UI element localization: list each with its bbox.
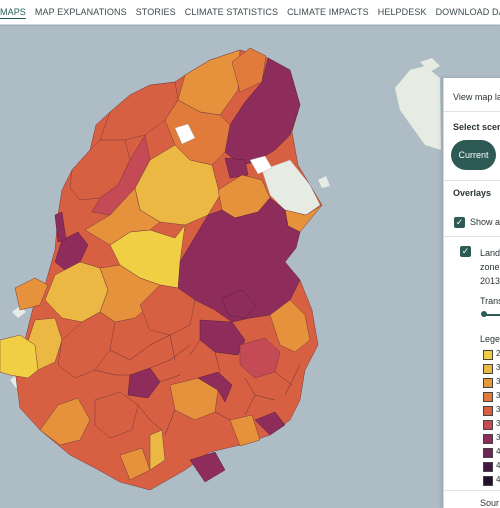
region-east-small-purple bbox=[224, 157, 249, 179]
region-southeast-purple bbox=[254, 411, 286, 436]
nav-helpdesk[interactable]: HELPDESK bbox=[377, 7, 427, 17]
nav-stories[interactable]: STORIES bbox=[135, 7, 176, 17]
divider bbox=[444, 490, 500, 491]
legend-label: 36 bbox=[496, 419, 500, 428]
nav-climate-statistics[interactable]: CLIMATE STATISTICS bbox=[184, 7, 279, 17]
legend-swatch bbox=[483, 448, 493, 458]
nav-climate-impacts[interactable]: CLIMATE IMPACTS bbox=[287, 7, 369, 17]
region-white-north bbox=[174, 123, 196, 145]
district-borders bbox=[94, 334, 301, 436]
layer-name-line2: zone bbox=[480, 262, 500, 272]
legend-label: 40 bbox=[496, 447, 500, 456]
island-small-east bbox=[318, 176, 330, 188]
layers-panel: View map la Select scena Current Overlay… bbox=[443, 78, 500, 508]
divider bbox=[444, 180, 500, 181]
transparency-slider[interactable] bbox=[483, 314, 500, 316]
region-north-center bbox=[164, 99, 231, 166]
divider bbox=[444, 111, 500, 112]
region-south-purple-3 bbox=[221, 289, 257, 319]
region-south-purple-4 bbox=[197, 371, 233, 403]
region-south-orange-3 bbox=[119, 447, 151, 481]
nav-maps[interactable]: MAPS bbox=[0, 7, 26, 17]
transparency-slider-handle[interactable] bbox=[481, 311, 487, 317]
legend-label: 38 bbox=[496, 433, 500, 442]
region-southwest-orange bbox=[39, 397, 91, 446]
legend-swatch bbox=[483, 350, 493, 360]
layer-name-line3: 2013 bbox=[480, 276, 500, 286]
region-south-purple-5 bbox=[189, 451, 226, 483]
legend-label: 44 bbox=[496, 475, 500, 484]
region-east-grey-coast bbox=[261, 159, 321, 216]
legend-swatch bbox=[483, 378, 493, 388]
region-west-peninsula-orange bbox=[14, 277, 49, 311]
region-south-red-2 bbox=[94, 391, 139, 439]
island-small-north bbox=[420, 58, 440, 72]
overlays-heading: Overlays bbox=[453, 188, 492, 198]
region-southeast-orange bbox=[269, 299, 311, 353]
region-white-east bbox=[249, 155, 273, 175]
nav-map-explanations[interactable]: MAP EXPLANATIONS bbox=[34, 7, 127, 17]
legend-swatch bbox=[483, 420, 493, 430]
legend-swatch bbox=[483, 434, 493, 444]
legend-label: 36 bbox=[496, 405, 500, 414]
region-central-purple bbox=[177, 197, 301, 323]
view-map-layers-link[interactable]: View map la bbox=[453, 92, 500, 102]
show-all-label: Show al bbox=[470, 217, 500, 227]
show-all-checkbox[interactable]: ✓ bbox=[454, 217, 465, 228]
legend-swatch bbox=[483, 406, 493, 416]
legend-swatch bbox=[483, 462, 493, 472]
legend-label: 34 bbox=[496, 391, 500, 400]
region-west-coast-strip bbox=[54, 211, 67, 243]
legend-label: 32 bbox=[496, 377, 500, 386]
region-north-peak bbox=[231, 47, 267, 93]
legend-label: 28 bbox=[496, 349, 500, 358]
legend-heading: Lege bbox=[480, 334, 500, 344]
legend-swatch bbox=[483, 364, 493, 374]
current-button-label: Current bbox=[458, 150, 489, 160]
region-west-peninsula-yellow bbox=[0, 334, 39, 379]
island-east bbox=[395, 66, 441, 150]
region-west-inner bbox=[91, 134, 151, 216]
legend-swatch bbox=[483, 392, 493, 402]
region-south-orange-2 bbox=[229, 414, 261, 447]
nav-download-data[interactable]: DOWNLOAD DATA bbox=[435, 7, 500, 17]
legend-label: 42 bbox=[496, 461, 500, 470]
legend-swatch bbox=[483, 476, 493, 486]
layer-name-line1: Land bbox=[480, 248, 500, 258]
divider bbox=[444, 236, 500, 237]
top-navigation: MAPS MAP EXPLANATIONS STORIES CLIMATE ST… bbox=[0, 0, 500, 25]
legend-label: 30 bbox=[496, 363, 500, 372]
select-scenario-heading: Select scena bbox=[453, 122, 500, 132]
transparency-label: Trans bbox=[480, 296, 500, 306]
region-south-yellow bbox=[149, 429, 166, 471]
land-zone-checkbox[interactable]: ✓ bbox=[460, 246, 471, 257]
map-canvas[interactable] bbox=[0, 25, 500, 500]
current-scenario-button[interactable]: Current bbox=[451, 140, 496, 170]
region-center-red bbox=[139, 284, 196, 336]
region-south-purple-1 bbox=[127, 367, 161, 399]
